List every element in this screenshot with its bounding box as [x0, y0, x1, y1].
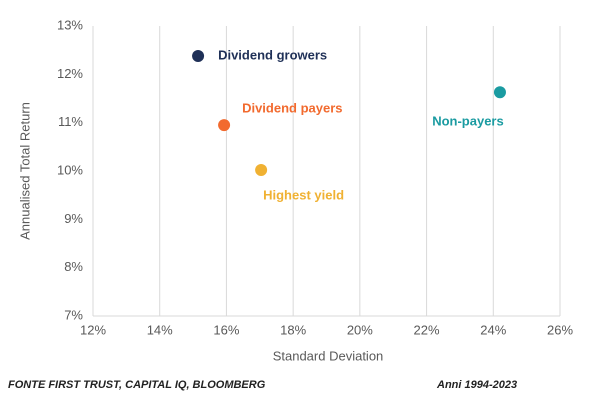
source-note: FONTE FIRST TRUST, CAPITAL IQ, BLOOMBERG [8, 379, 266, 391]
x-tick-label: 18% [280, 322, 306, 337]
point [218, 119, 231, 132]
y-tick-label: 7% [64, 307, 83, 322]
y-tick-label: 9% [64, 211, 83, 226]
point-label: Dividend payers [242, 101, 342, 116]
y-tick-label: 11% [58, 114, 83, 129]
x-axis-label: Standard Deviation [273, 348, 384, 363]
point-label: Highest yield [263, 187, 344, 202]
y-tick-label: 12% [57, 66, 83, 81]
y-tick-label: 13% [57, 17, 83, 32]
x-tick-label: 26% [547, 322, 573, 337]
y-tick-label: 8% [64, 259, 83, 274]
x-tick-label: 22% [414, 322, 440, 337]
point [493, 86, 506, 99]
point [255, 164, 268, 177]
point-label: Dividend growers [218, 47, 327, 62]
x-tick-label: 24% [480, 322, 506, 337]
x-tick-label: 12% [80, 322, 106, 337]
period-note: Anni 1994-2023 [436, 379, 517, 391]
x-tick-label: 20% [347, 322, 373, 337]
y-tick-label: 10% [57, 162, 83, 177]
x-tick-label: 16% [213, 322, 239, 337]
point-label: Non-payers [432, 114, 504, 129]
point [192, 49, 205, 62]
x-tick-label: 14% [147, 322, 173, 337]
y-axis-label: Annualised Total Return [17, 102, 32, 240]
